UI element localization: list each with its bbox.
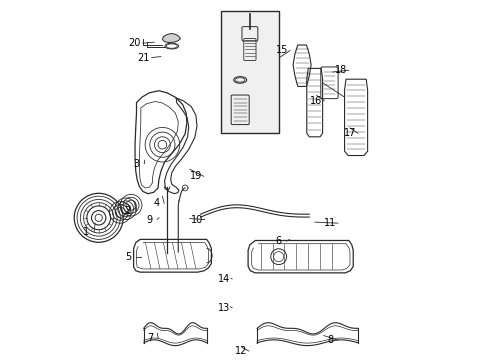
Text: 20: 20 bbox=[128, 38, 141, 48]
Text: 21: 21 bbox=[137, 53, 150, 63]
Bar bbox=[221, 11, 278, 133]
Text: 16: 16 bbox=[310, 96, 322, 106]
Text: 4: 4 bbox=[153, 198, 159, 208]
Text: 19: 19 bbox=[189, 171, 202, 181]
Text: 10: 10 bbox=[190, 215, 203, 225]
Text: 9: 9 bbox=[146, 215, 152, 225]
Text: 18: 18 bbox=[334, 65, 346, 75]
Text: 8: 8 bbox=[326, 335, 332, 345]
Text: 3: 3 bbox=[133, 159, 139, 169]
Text: 5: 5 bbox=[125, 252, 131, 262]
Text: 7: 7 bbox=[147, 333, 153, 343]
Text: 6: 6 bbox=[275, 236, 281, 246]
Text: 14: 14 bbox=[218, 274, 230, 284]
Polygon shape bbox=[162, 33, 180, 42]
Text: 15: 15 bbox=[276, 45, 288, 55]
Text: 2: 2 bbox=[124, 206, 130, 216]
Text: 17: 17 bbox=[343, 128, 355, 138]
Text: 1: 1 bbox=[83, 227, 89, 237]
Text: 12: 12 bbox=[234, 346, 246, 356]
Text: 11: 11 bbox=[324, 218, 336, 228]
Text: 13: 13 bbox=[218, 303, 230, 313]
